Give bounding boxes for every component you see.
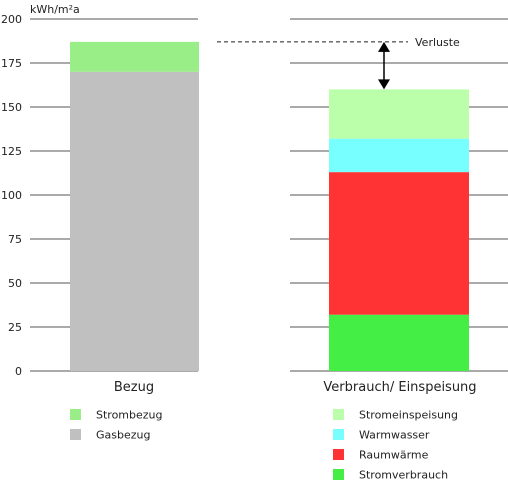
y-tick-label-150: 150 — [1, 101, 22, 114]
legend-swatch-stromeinspeisung — [333, 409, 344, 420]
legend-label-gasbezug: Gasbezug — [96, 429, 150, 442]
y-tick-label-25: 25 — [8, 321, 22, 334]
category-label-0: Bezug — [114, 380, 154, 395]
legend-swatch-strombezug — [70, 409, 81, 420]
y-tick-label-100: 100 — [1, 189, 22, 202]
legend-swatch-warmwasser — [333, 429, 344, 440]
bar-segment-strombezug — [70, 41, 199, 72]
legend-label-raumw-rme: Raumwärme — [359, 449, 429, 462]
legend-label-stromverbrauch: Stromverbrauch — [359, 469, 448, 481]
legend-label-strombezug: Strombezug — [96, 409, 163, 422]
y-tick-label-50: 50 — [8, 277, 22, 290]
bar-segment-stromeinspeisung — [329, 89, 469, 139]
legend-swatch-stromverbrauch — [333, 469, 344, 480]
losses-annotation: Verluste — [217, 36, 460, 90]
y-axis-tick-labels: 0 25 50 75 100 125 150 175 200 — [1, 13, 22, 378]
y-tick-label-200: 200 — [1, 13, 22, 26]
category-label-1: Verbrauch/ Einspeisung — [323, 380, 476, 395]
y-tick-label-0: 0 — [15, 365, 22, 378]
losses-label: Verluste — [415, 36, 460, 49]
stacked-bars — [70, 41, 469, 372]
legends: Strombezug Gasbezug Stromeinspeisung Warmwa… — [70, 409, 458, 481]
bar-segment-raumw-rme — [329, 172, 469, 315]
legend-swatch-gasbezug — [70, 429, 81, 440]
bar-segment-warmwasser — [329, 138, 469, 173]
bar-segment-gasbezug — [70, 71, 199, 372]
y-tick-label-75: 75 — [8, 233, 22, 246]
legend-label-stromeinspeisung: Stromeinspeisung — [359, 409, 458, 422]
bar-segment-stromverbrauch — [329, 314, 469, 371]
category-labels: Bezug Verbrauch/ Einspeisung — [114, 380, 477, 395]
y-tick-label-125: 125 — [1, 145, 22, 158]
legend-label-warmwasser: Warmwasser — [359, 429, 430, 442]
y-tick-label-175: 175 — [1, 57, 22, 70]
losses-arrow-head-down — [378, 79, 390, 90]
legend-swatch-raumw-rme — [333, 449, 344, 460]
losses-arrow-head-up — [378, 41, 390, 52]
y-axis-unit-label: kWh/m²a — [30, 3, 80, 16]
